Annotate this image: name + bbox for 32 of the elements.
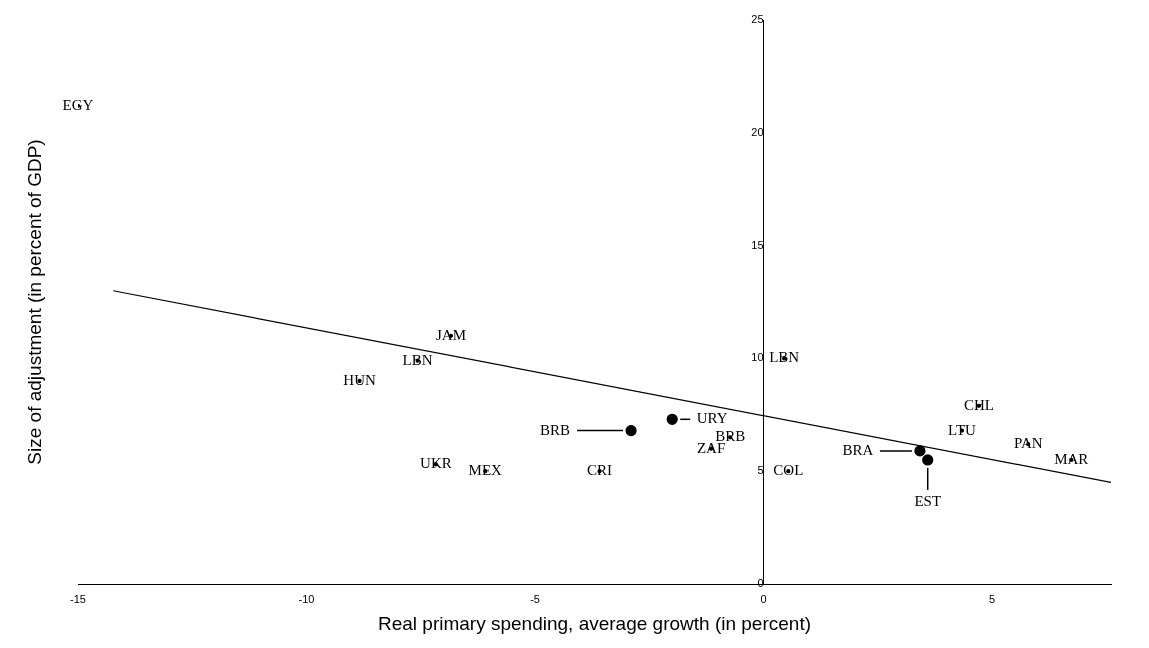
y-axis-title: Size of adjustment (in percent of GDP) (24, 139, 46, 465)
data-label: CRI (587, 462, 613, 479)
y-tick-label: 10 (751, 351, 764, 364)
data-label: LBN (402, 351, 433, 368)
data-label: LTU (948, 421, 977, 438)
data-label: BRB (540, 421, 571, 438)
y-tick-label: 5 (757, 464, 764, 477)
y-tick-label: 15 (751, 238, 764, 251)
point (914, 445, 926, 457)
data-label: MAR (1054, 450, 1089, 467)
point (625, 424, 637, 437)
x-tick-label: -15 (70, 592, 86, 605)
point (922, 454, 934, 466)
y-tick-label: 25 (751, 13, 764, 26)
data-label: LBN (769, 349, 800, 366)
data-label: URY (696, 410, 728, 427)
data-label: COL (773, 462, 804, 479)
data-label: PAN (1013, 435, 1043, 452)
data-label: EST (914, 492, 942, 509)
data-label: UKR (420, 455, 452, 472)
data-label: BRA (842, 441, 874, 458)
data-label: EGY (62, 96, 94, 113)
data-label: CHL (963, 396, 994, 413)
data-label: JAM (435, 326, 466, 343)
y-tick-label: 20 (751, 125, 764, 138)
data-label: MEX (468, 462, 503, 479)
x-tick-label: -5 (530, 592, 540, 605)
x-tick-label: 5 (989, 592, 996, 605)
x-axis-title: Real primary spending, average growth (in percent) (378, 612, 811, 634)
data-label: HUN (343, 371, 376, 388)
point (666, 413, 678, 425)
x-tick-label: -10 (298, 592, 315, 605)
